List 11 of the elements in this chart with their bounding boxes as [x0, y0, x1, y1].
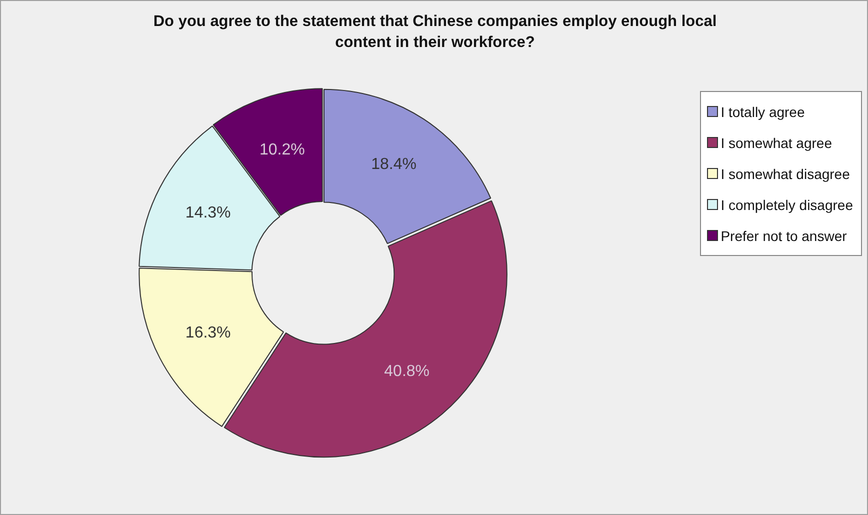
data-label: 14.3%	[185, 204, 231, 222]
data-label: 18.4%	[371, 156, 416, 173]
legend-label: Prefer not to answer	[720, 226, 848, 246]
data-label: 40.8%	[384, 363, 430, 380]
legend-label: I completely disagree	[720, 196, 853, 215]
data-label: 16.3%	[185, 324, 231, 342]
legend-label: I somewhat agree	[720, 134, 833, 153]
data-label: 10.2%	[259, 141, 305, 158]
legend-label: I totally agree	[720, 102, 806, 122]
legend-label: I somewhat disagree	[720, 164, 851, 184]
chart-title: Do you agree to the statement that Chinese companies employ enough local content in their workforce?	[152, 12, 718, 53]
